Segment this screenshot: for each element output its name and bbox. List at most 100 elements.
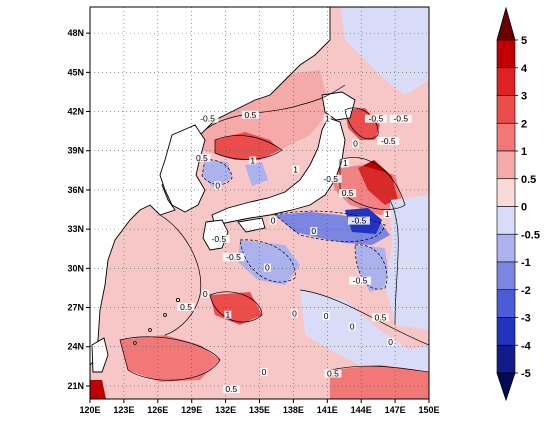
land-areas [90,7,356,373]
x-tick-label: 150E [418,405,439,415]
colorbar-swatch [496,122,516,152]
contour-label: -0.5 [211,234,226,244]
contour-label-bg [222,253,245,262]
contour-label-bg [324,369,342,378]
contour-line [209,291,263,323]
colorbar-swatch [496,95,516,124]
taiwan [91,337,109,373]
colorbar-label: 4 [521,63,528,75]
contour-label: -0.5 [393,114,408,124]
y-tick-label: 21N [67,381,84,391]
contour-line [329,365,429,373]
contour-label-bg [339,189,357,198]
contour-label-bg [177,302,195,311]
contour-label: -0.5 [353,276,368,286]
contour-label: 1 [343,158,348,168]
colorbar-swatch [496,261,516,291]
contour-label-bg [349,276,372,285]
x-tick-label: 138E [283,405,304,415]
negative-area-south-east [300,290,429,380]
japan-sea-negative [202,160,232,188]
contour-label: -0.5 [352,216,367,226]
contour-label-bg [322,311,330,320]
contour-label: -0.5 [369,114,384,124]
colorbar-label: -1 [521,257,531,269]
x-tick-label: 123E [113,405,134,415]
contour-label: 0 [262,367,267,377]
contour-label: 0 [353,139,358,149]
contour-line [344,107,379,140]
japan-sea-strong-positive [215,132,280,160]
negative-anomaly-region [340,7,429,95]
contour-label-bg [207,234,230,243]
colorbar-swatch [496,317,516,346]
y-tick-label: 48N [67,28,84,38]
contour-line [159,214,202,336]
x-axis: 120E 123E 126E 129E 132E 135E 138E 141E 144E 147E… [79,399,440,415]
positive-area-southwest [210,292,262,325]
contour-label: 0.5 [180,302,192,312]
colorbar-swatch [496,206,516,235]
contour-label: 1 [225,310,230,320]
contour-label-bg [364,114,387,123]
y-axis: 21N 24N 27N 30N 33N 36N 39N 42N 45N 48N [67,28,90,391]
contour-label-bg [348,322,356,331]
colorbar-swatch [496,39,516,69]
contour-label-bg [319,174,342,183]
contour-label: 0.5 [327,368,339,378]
contour-label-bg [387,338,395,347]
contour-label-bg [193,153,211,162]
contour-label: 0.5 [374,312,386,322]
colorbar-swatch [496,150,516,180]
contour-line [214,135,283,160]
colorbar-label: -3 [521,313,531,325]
contour-label-bg [310,227,318,236]
colorbar-label: 2 [521,118,527,130]
ryukyu-island [163,313,167,317]
contour-label-bg [222,385,240,394]
x-tick-label: 135E [249,405,270,415]
contour-label-bg [196,114,219,123]
contour-label: 0 [292,308,297,318]
contour-line [204,84,346,131]
positive-corner [90,380,106,399]
asian-continent [90,7,331,366]
contour-label-bg [352,139,360,148]
contour-label: 0.5 [245,110,257,120]
ryukyu-island [175,297,181,303]
contour-label-bg [269,216,277,225]
x-tick-label: 126E [147,405,168,415]
colorbar-swatch [496,233,516,263]
contour-label-bg [383,210,391,219]
contour-label-bg [214,181,222,190]
hokkaido [321,91,356,121]
contour-label-bg [249,156,257,165]
ryukyu-island [148,328,152,332]
colorbar-over-triangle [496,6,516,41]
contour-label: 0 [265,263,270,273]
y-tick-label: 36N [67,185,84,195]
colorbar-swatch [496,289,516,318]
contour-label: 1 [250,155,255,165]
x-tick-label: 141E [317,405,338,415]
ryukyu-island [133,341,137,345]
x-tick-label: 132E [215,405,236,415]
positive-area-southeast [330,365,429,399]
colorbar: 5 4 3 2 1 0.5 0 -0.5 -1 -2 -3 -4 -5 [496,6,540,402]
negative-area-far-east [385,195,429,330]
contour-line [119,336,221,381]
shikoku [237,217,266,233]
contour-label-bg [341,159,349,168]
contour-label-bg [377,136,400,145]
contour-label: 0 [311,226,316,236]
contour-label: -0.5 [323,174,338,184]
colorbar-swatch [496,344,516,374]
contour-label-bg [323,114,331,123]
contour-line [339,157,406,210]
contour-label-bg [260,368,268,377]
x-tick-label: 120E [79,405,100,415]
contour-label: 0.5 [196,153,208,163]
contour-label-bg [347,216,370,225]
y-tick-label: 24N [67,342,84,352]
